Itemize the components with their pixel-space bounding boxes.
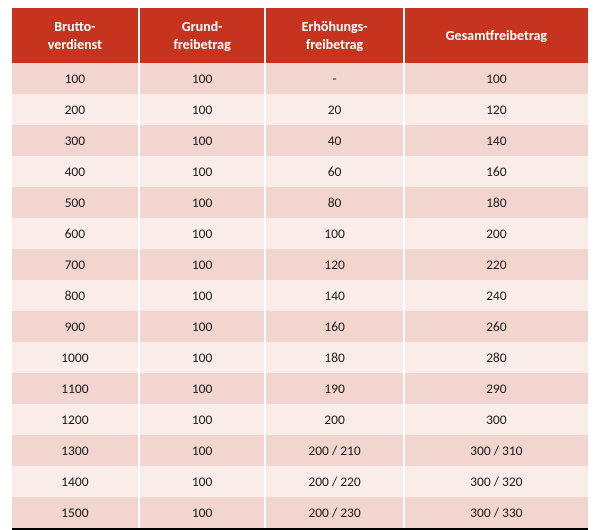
table-row: 1300100200 / 210300 / 310 xyxy=(12,435,588,466)
table-cell: 100 xyxy=(139,497,266,529)
table-row: 600100100200 xyxy=(12,218,588,249)
table-cell: 300 / 320 xyxy=(404,466,588,497)
table-cell: 40 xyxy=(265,125,403,156)
table-cell: 100 xyxy=(139,311,266,342)
table-cell: 290 xyxy=(404,373,588,404)
table-cell: 300 / 330 xyxy=(404,497,588,529)
table-cell: 140 xyxy=(265,280,403,311)
table-row: 40010060160 xyxy=(12,156,588,187)
table-cell: 300 / 310 xyxy=(404,435,588,466)
header-bruttoverdienst: Brutto- verdienst xyxy=(12,8,139,63)
table-row: 1500100200 / 230300 / 330 xyxy=(12,497,588,529)
table-cell: 100 xyxy=(139,435,266,466)
table-cell: 900 xyxy=(12,311,139,342)
header-line1: Brutto- xyxy=(54,18,95,35)
table-cell: 100 xyxy=(139,218,266,249)
table-cell: 220 xyxy=(404,249,588,280)
table-cell: 600 xyxy=(12,218,139,249)
table-cell: 200 / 230 xyxy=(265,497,403,529)
table-cell: 100 xyxy=(265,218,403,249)
table-cell: 1100 xyxy=(12,373,139,404)
table-row: 1100100190290 xyxy=(12,373,588,404)
header-line2: freibetrag xyxy=(306,36,363,53)
table-cell: 240 xyxy=(404,280,588,311)
table-cell: 100 xyxy=(139,373,266,404)
table-body: 100100-100200100201203001004014040010060… xyxy=(12,63,588,529)
table-cell: 1500 xyxy=(12,497,139,529)
table-row: 1400100200 / 220300 / 320 xyxy=(12,466,588,497)
table-cell: 200 / 220 xyxy=(265,466,403,497)
table-cell: 1200 xyxy=(12,404,139,435)
table-cell: 1300 xyxy=(12,435,139,466)
table-cell: - xyxy=(265,63,403,94)
table-cell: 180 xyxy=(404,187,588,218)
table-cell: 800 xyxy=(12,280,139,311)
table-cell: 280 xyxy=(404,342,588,373)
table-cell: 60 xyxy=(265,156,403,187)
table-cell: 80 xyxy=(265,187,403,218)
table-row: 1200100200300 xyxy=(12,404,588,435)
table-cell: 300 xyxy=(12,125,139,156)
table-cell: 100 xyxy=(139,125,266,156)
header-line1: Grund- xyxy=(182,18,223,35)
table-cell: 100 xyxy=(139,156,266,187)
header-erhoehungsfreibetrag: Erhöhungs- freibetrag xyxy=(265,8,403,63)
header-line1: Gesamtfreibetrag xyxy=(446,27,547,44)
table-row: 900100160260 xyxy=(12,311,588,342)
table-cell: 100 xyxy=(139,280,266,311)
table-cell: 200 xyxy=(404,218,588,249)
table-row: 100100-100 xyxy=(12,63,588,94)
table-row: 50010080180 xyxy=(12,187,588,218)
table-cell: 700 xyxy=(12,249,139,280)
table-cell: 1400 xyxy=(12,466,139,497)
table-cell: 400 xyxy=(12,156,139,187)
table-cell: 200 / 210 xyxy=(265,435,403,466)
table-cell: 180 xyxy=(265,342,403,373)
table-row: 800100140240 xyxy=(12,280,588,311)
header-gesamtfreibetrag: Gesamtfreibetrag xyxy=(404,8,588,63)
table-row: 30010040140 xyxy=(12,125,588,156)
table-cell: 200 xyxy=(265,404,403,435)
table-cell: 100 xyxy=(404,63,588,94)
table-cell: 1000 xyxy=(12,342,139,373)
table-cell: 260 xyxy=(404,311,588,342)
table-cell: 20 xyxy=(265,94,403,125)
table-cell: 190 xyxy=(265,373,403,404)
table-header: Brutto- verdienst Grund- freibetrag Erhö… xyxy=(12,8,588,63)
table-cell: 100 xyxy=(139,342,266,373)
table-row: 20010020120 xyxy=(12,94,588,125)
table-cell: 100 xyxy=(139,63,266,94)
table-cell: 100 xyxy=(12,63,139,94)
table-row: 1000100180280 xyxy=(12,342,588,373)
table-cell: 300 xyxy=(404,404,588,435)
header-line1: Erhöhungs- xyxy=(302,18,368,35)
table-cell: 100 xyxy=(139,466,266,497)
table-cell: 120 xyxy=(404,94,588,125)
freibetrag-table: Brutto- verdienst Grund- freibetrag Erhö… xyxy=(12,8,588,530)
table-cell: 120 xyxy=(265,249,403,280)
header-line2: verdienst xyxy=(48,36,102,53)
table-cell: 500 xyxy=(12,187,139,218)
table-cell: 160 xyxy=(265,311,403,342)
header-line2: freibetrag xyxy=(173,36,230,53)
table-cell: 200 xyxy=(12,94,139,125)
table-header-row: Brutto- verdienst Grund- freibetrag Erhö… xyxy=(12,8,588,63)
table-cell: 160 xyxy=(404,156,588,187)
table-row: 700100120220 xyxy=(12,249,588,280)
table-cell: 140 xyxy=(404,125,588,156)
table-cell: 100 xyxy=(139,404,266,435)
table-cell: 100 xyxy=(139,94,266,125)
table-cell: 100 xyxy=(139,249,266,280)
header-grundfreibetrag: Grund- freibetrag xyxy=(139,8,266,63)
table-cell: 100 xyxy=(139,187,266,218)
